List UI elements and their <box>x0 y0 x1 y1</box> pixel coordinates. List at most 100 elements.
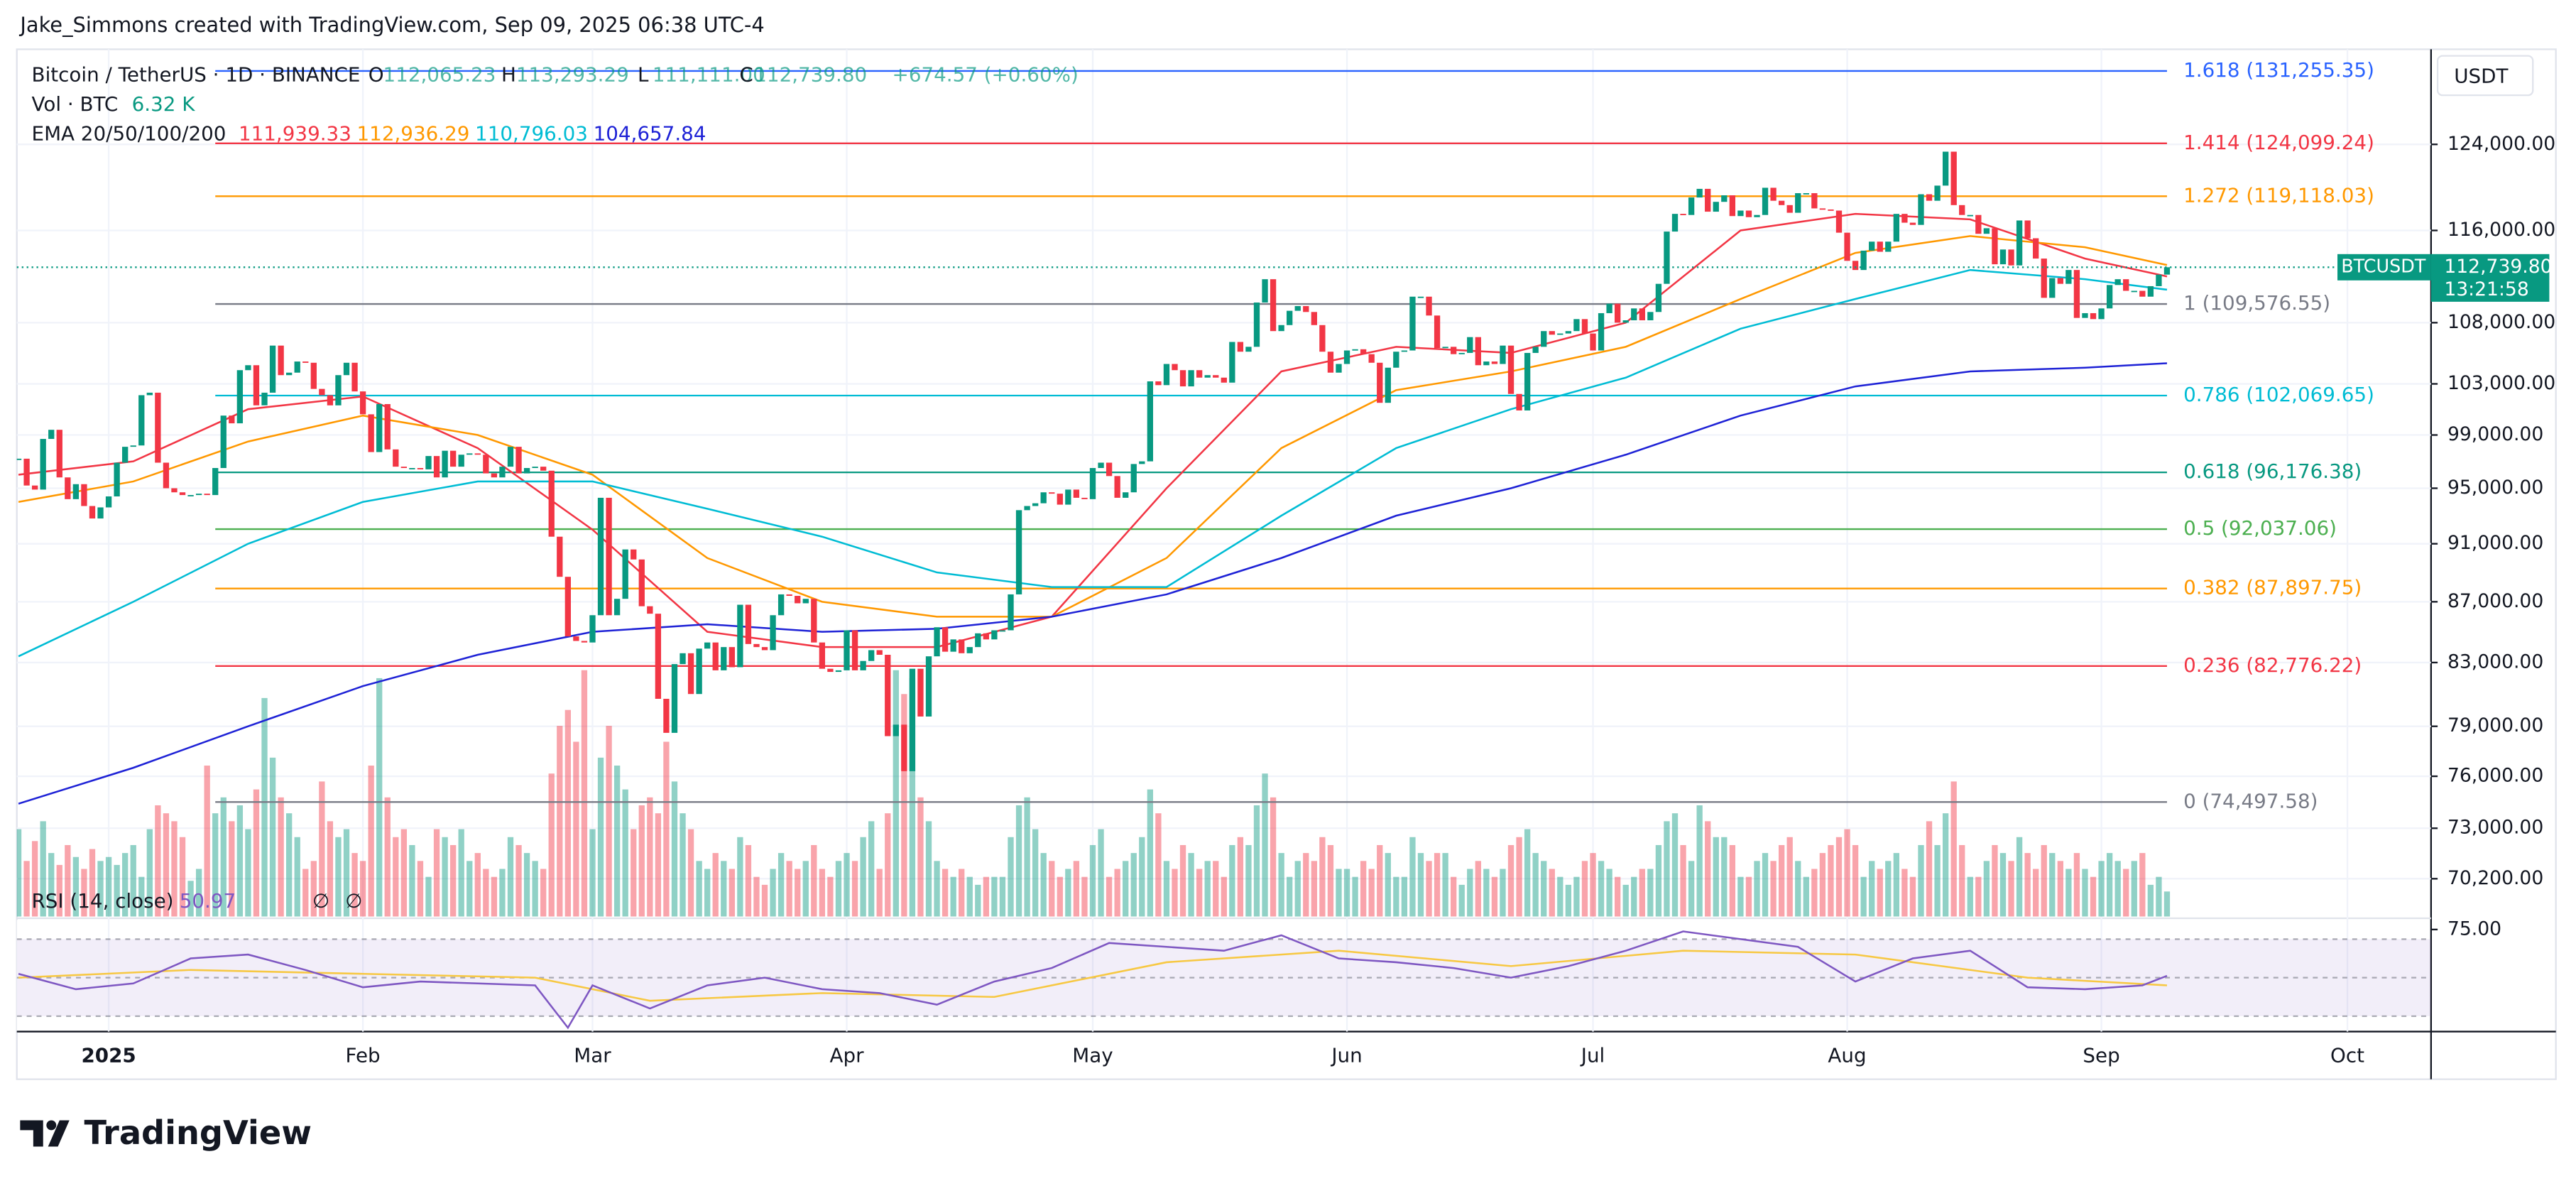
volume-bar <box>1073 861 1080 917</box>
candle-body <box>1114 476 1120 498</box>
volume-bar <box>1795 861 1801 917</box>
volume-bar <box>606 726 612 917</box>
volume-bar <box>1368 869 1375 917</box>
candle-body <box>1451 347 1457 354</box>
volume-bar <box>2065 869 2072 917</box>
candle-body <box>2008 249 2014 266</box>
last-price-box <box>2430 254 2550 302</box>
volume-bar <box>712 853 719 917</box>
symbol-tag-box <box>2337 254 2431 281</box>
volume-bar <box>613 766 621 917</box>
currency-button[interactable] <box>2436 55 2534 97</box>
volume-bar <box>1999 853 2007 917</box>
candle-body <box>229 415 235 424</box>
candle-body <box>613 599 621 616</box>
candle-body <box>1336 364 1342 373</box>
candle-body <box>1598 312 1605 351</box>
change-value: +674.57 (+0.60%) <box>893 62 1079 86</box>
fib-label: 0.618 (96,176.38) <box>2183 459 2362 483</box>
candle-body <box>1434 315 1441 349</box>
candle-body <box>1713 202 1719 212</box>
volume-bar <box>294 837 300 917</box>
volume-bar <box>1294 861 1301 917</box>
brand-logo[interactable]: TradingView <box>20 1114 312 1152</box>
candle-body <box>811 599 817 643</box>
volume-bar <box>1655 844 1662 917</box>
candle-body <box>1507 345 1515 394</box>
candle-body <box>1942 151 1949 186</box>
candle-body <box>1188 370 1194 387</box>
candle-body <box>876 650 883 655</box>
volume-bar <box>753 876 760 917</box>
candle-body <box>1172 364 1178 371</box>
candle-body <box>966 647 973 653</box>
currency-label[interactable]: USDT <box>2454 65 2509 88</box>
x-tick-label: Mar <box>574 1043 611 1067</box>
volume-bar <box>1581 861 1588 917</box>
candle-body <box>959 639 965 653</box>
volume-bar <box>1680 844 1686 917</box>
volume-bar <box>1869 861 1875 917</box>
volume-bar <box>1549 869 1555 917</box>
fib-label: 1.272 (119,118.03) <box>2183 183 2374 207</box>
volume-bar <box>1532 853 1539 917</box>
candle-body <box>433 456 440 478</box>
volume-bar <box>770 869 776 917</box>
volume-bar <box>777 853 785 917</box>
volume-bar <box>1401 876 1408 917</box>
volume-bar <box>1819 853 1826 917</box>
chart-frame <box>16 48 2557 1080</box>
candle-body <box>1204 375 1211 378</box>
volume-label: Vol · BTC <box>32 92 119 116</box>
candle-body <box>991 630 998 640</box>
volume-bar <box>310 861 317 917</box>
volume-bar <box>1352 876 1358 917</box>
legend: Bitcoin / TetherUS · 1D · BINANCE Vol · … <box>32 62 1079 145</box>
candle-body <box>1417 296 1424 298</box>
candle-body <box>81 484 87 506</box>
candle-body <box>1795 192 1801 213</box>
candle-body <box>253 365 260 406</box>
candle-body <box>1909 222 1916 225</box>
brand-name[interactable]: TradingView <box>84 1114 312 1152</box>
volume-bar <box>934 861 940 917</box>
candle-body <box>65 477 71 499</box>
candle-body <box>1999 249 2007 265</box>
volume-bar <box>1245 844 1252 917</box>
candle-body <box>16 458 22 460</box>
ohlc-key: C <box>739 62 753 86</box>
candle-body <box>335 375 342 406</box>
volume-bar <box>1434 853 1441 917</box>
volume-bar <box>1040 853 1047 917</box>
volume-bar <box>286 813 293 917</box>
candle-body <box>581 641 588 643</box>
ohlc-value: 113,293.29 <box>516 62 629 86</box>
volume-bar <box>253 789 260 917</box>
candle-body <box>868 650 875 661</box>
volume-bar <box>761 884 768 917</box>
candle-body <box>1844 232 1850 261</box>
candle-body <box>753 643 760 648</box>
volume-bar <box>319 781 325 917</box>
volume-bar <box>483 869 489 917</box>
ema-line <box>18 268 2168 658</box>
volume-bar <box>425 876 432 917</box>
volume-bar <box>622 789 628 917</box>
x-tick-label: Aug <box>1828 1043 1866 1067</box>
candle-body <box>1155 381 1162 386</box>
candle-body <box>2033 238 2039 259</box>
volume-bar <box>638 805 645 917</box>
volume-bar <box>1770 861 1777 917</box>
candle-body <box>1647 312 1654 321</box>
volume-bar <box>2024 853 2031 917</box>
candle-body <box>1500 345 1506 364</box>
volume-bar <box>1106 876 1113 917</box>
rsi-layer <box>16 930 2431 1030</box>
volume-bar <box>351 853 358 917</box>
volume-bar <box>163 813 170 917</box>
candle-body <box>999 630 1006 632</box>
volume-bar <box>1343 869 1350 917</box>
candle-body <box>2090 312 2097 320</box>
volume-bar <box>925 821 932 917</box>
volume-bar <box>2163 891 2171 917</box>
